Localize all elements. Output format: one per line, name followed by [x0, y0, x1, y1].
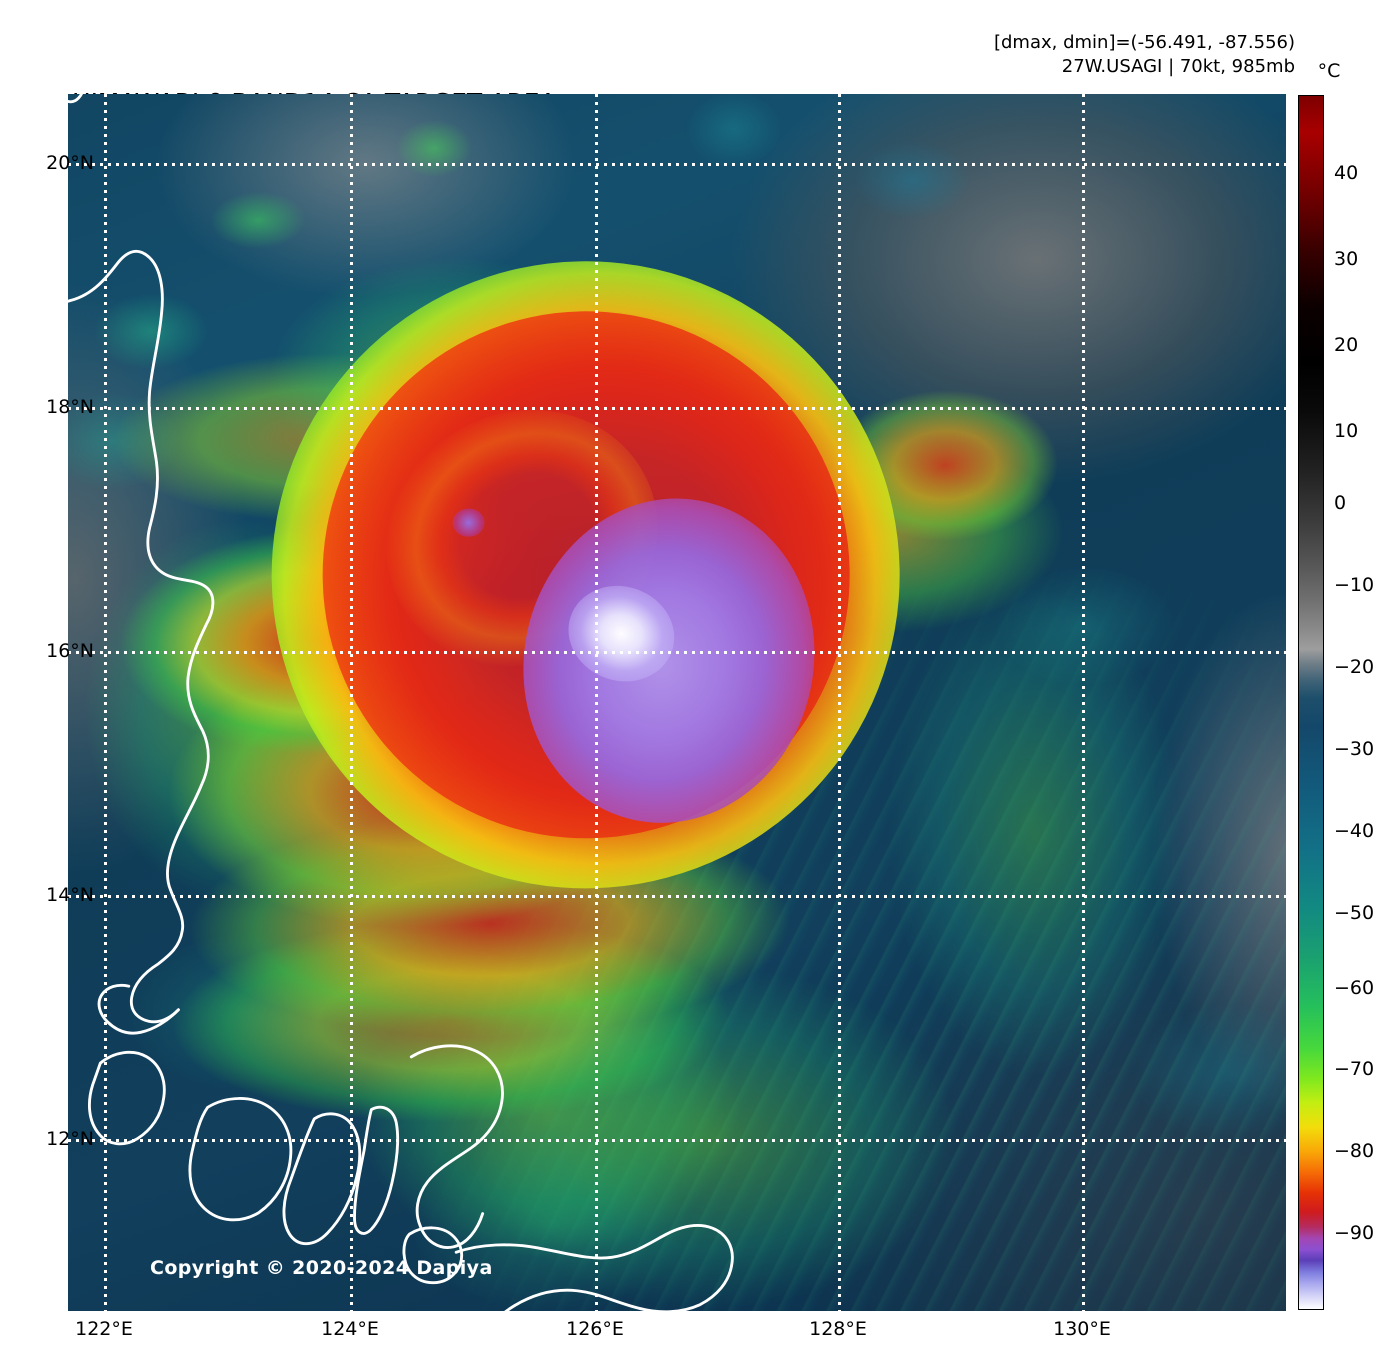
coastline-negros: [282, 1112, 362, 1246]
lon-tick-122e: 122°E: [75, 1318, 133, 1340]
colorbar-tick-m10: −10: [1334, 574, 1375, 596]
colorbar-tick-m60: −60: [1334, 977, 1375, 999]
lon-tick-130e: 130°E: [1053, 1318, 1111, 1340]
colorbar-tick-m50: −50: [1334, 902, 1375, 924]
satellite-image-plot[interactable]: Copyright © 2020-2024 Dapiya: [68, 94, 1286, 1311]
lat-tick-18n: 18°N: [46, 396, 94, 418]
copyright-notice: Copyright © 2020-2024 Dapiya: [150, 1257, 493, 1279]
satellite-swath: [68, 94, 1286, 1311]
coastline-bohol: [402, 1226, 464, 1285]
colorbar-tick-m40: −40: [1334, 820, 1375, 842]
colorbar-tick-40: 40: [1334, 162, 1359, 184]
coastline-overlay: [68, 94, 1286, 1311]
storm-info-label: 27W.USAGI | 70kt, 985mb: [1061, 56, 1295, 77]
coastline-bicol: [97, 983, 180, 1035]
coastline-samar-leyte: [409, 1044, 504, 1249]
colorbar-tick-10: 10: [1334, 420, 1359, 442]
metadata-block: [dmax, dmin]=(-56.491, -87.556) 27W.USAG…: [994, 31, 1295, 79]
colorbar-tick-m30: −30: [1334, 738, 1375, 760]
coastline-mindanao: [454, 1224, 734, 1311]
dmax-dmin-label: [dmax, dmin]=(-56.491, -87.556): [993, 32, 1295, 53]
coastline-islet-small: [68, 94, 85, 104]
colorbar-tick-0: 0: [1334, 492, 1347, 514]
colorbar-tick-m70: −70: [1334, 1058, 1375, 1080]
lon-tick-128e: 128°E: [809, 1318, 867, 1340]
lat-tick-14n: 14°N: [46, 884, 94, 906]
coastline-cebu: [353, 1105, 399, 1235]
colorbar-tick-m90: −90: [1334, 1222, 1375, 1244]
lon-tick-124e: 124°E: [321, 1318, 379, 1340]
coastline-luzon: [68, 249, 215, 1024]
colorbar-tick-m20: −20: [1334, 656, 1375, 678]
colorbar-tick-30: 30: [1334, 248, 1359, 270]
plot-clip: [68, 94, 1286, 1311]
colorbar-tick-m80: −80: [1334, 1140, 1375, 1162]
lon-tick-126e: 126°E: [566, 1318, 624, 1340]
coastline-panay: [188, 1097, 293, 1222]
colorbar-gradient: [1299, 96, 1323, 1309]
lat-tick-20n: 20°N: [46, 152, 94, 174]
lat-tick-12n: 12°N: [46, 1128, 94, 1150]
coastline-mindoro: [87, 1050, 166, 1146]
colorbar-tick-20: 20: [1334, 334, 1359, 356]
colorbar-unit-label: °C: [1317, 60, 1341, 82]
coastline-svg: [68, 94, 734, 1311]
lat-tick-16n: 16°N: [46, 640, 94, 662]
temperature-colorbar[interactable]: [1298, 95, 1324, 1310]
